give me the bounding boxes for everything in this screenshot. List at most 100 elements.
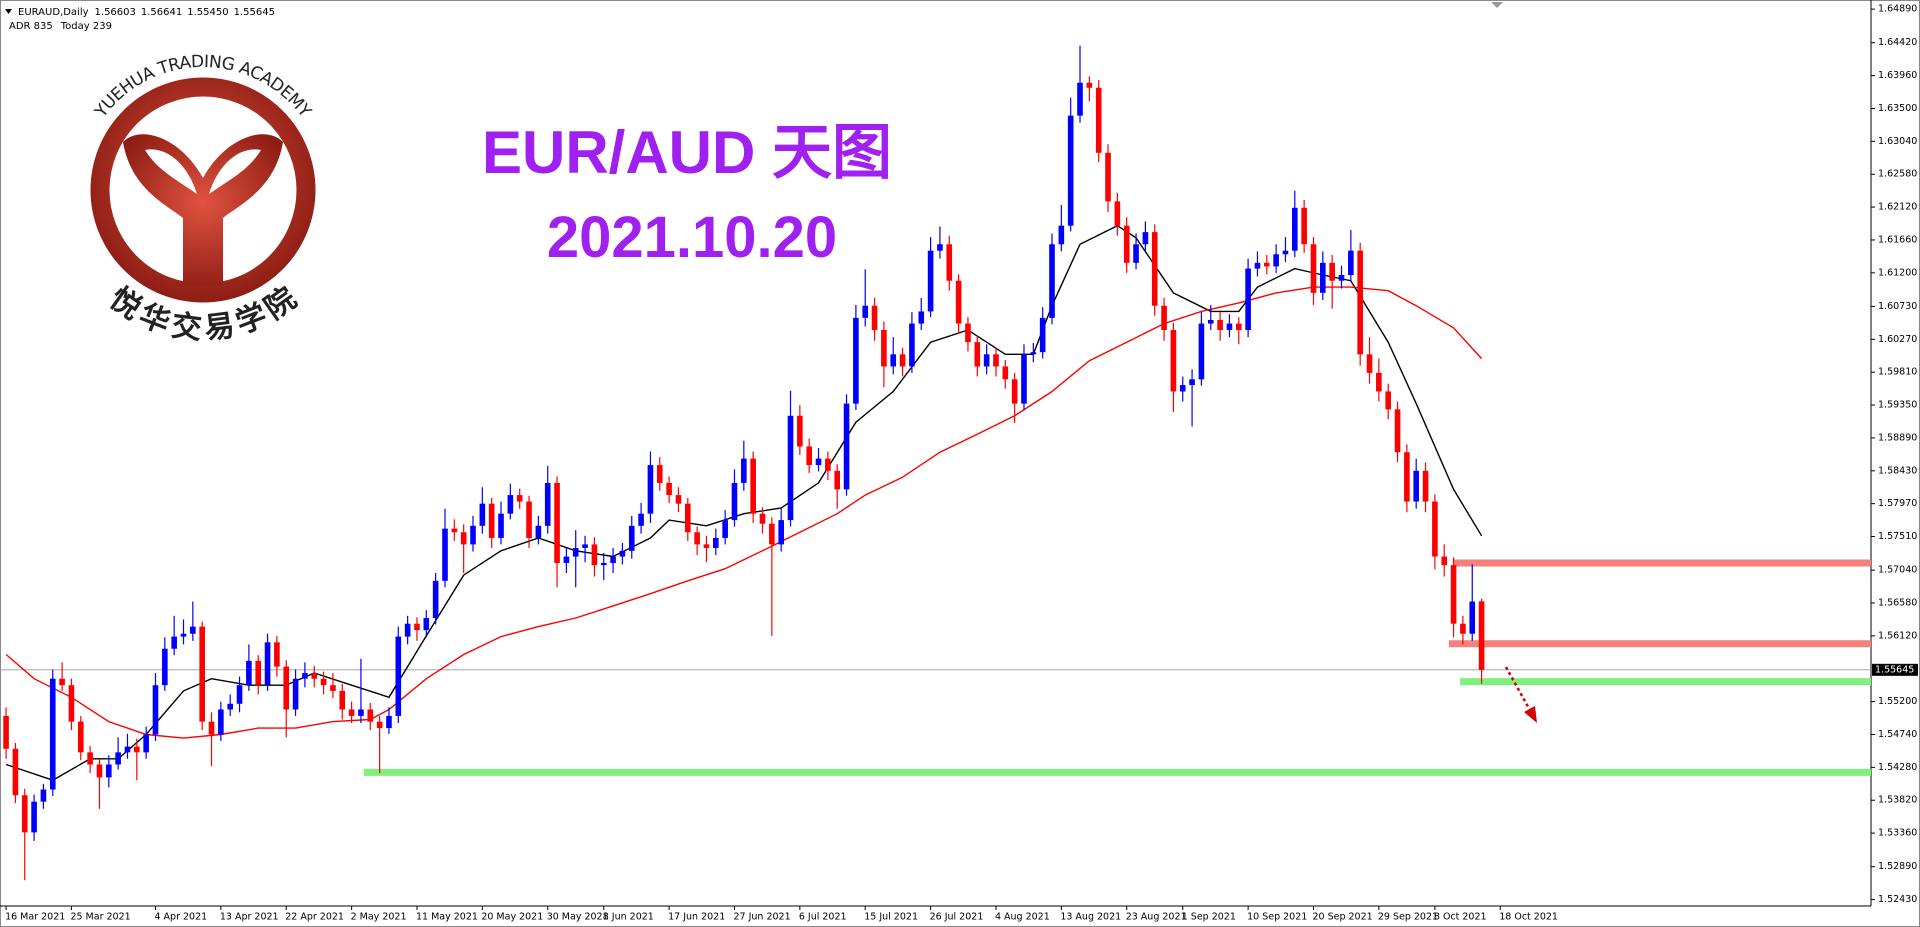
candle-body — [600, 562, 607, 566]
candle-body — [218, 709, 224, 735]
candle-body — [1095, 87, 1102, 153]
candle-body — [1058, 225, 1065, 245]
candle-body — [843, 403, 850, 490]
candle-body — [871, 305, 878, 331]
candle-body — [516, 495, 523, 502]
candle-body — [1450, 565, 1457, 624]
candle-body — [769, 523, 775, 545]
high-label: 1.56641 — [141, 7, 182, 18]
candle-body — [1469, 601, 1476, 634]
shift-marker — [1491, 2, 1503, 8]
current-price-box — [1872, 663, 1918, 676]
candle-body — [1086, 82, 1093, 88]
candle-body — [1301, 207, 1307, 245]
candle-body — [1067, 115, 1074, 226]
candle-body — [628, 525, 635, 551]
candle-body — [544, 482, 551, 526]
candle-body — [21, 795, 28, 833]
candle-body — [825, 458, 831, 471]
y-tick-label: 1.57510 — [1878, 531, 1917, 542]
x-tick-label: 2 May 2021 — [351, 912, 407, 923]
y-tick-label: 1.63040 — [1878, 136, 1917, 147]
low-label: 1.55450 — [187, 7, 228, 18]
candle-body — [1030, 352, 1037, 355]
candle-body — [292, 678, 299, 710]
x-tick-label: 4 Apr 2021 — [154, 912, 207, 923]
close-label: 1.55645 — [234, 7, 275, 18]
y-tick-label: 1.58430 — [1878, 465, 1917, 476]
candle-body — [115, 752, 121, 765]
candle-body — [1189, 379, 1195, 386]
candle-body — [152, 685, 159, 735]
candle-body — [1105, 152, 1111, 202]
candle-body — [815, 458, 822, 466]
chart-subtitle: 2021.10.20 — [547, 205, 837, 270]
candle-body — [143, 734, 149, 753]
candle-body — [759, 513, 766, 524]
y-tick-label: 1.63500 — [1878, 103, 1917, 114]
candle-body — [983, 354, 990, 367]
candle-body — [227, 703, 233, 710]
candle-body — [1357, 250, 1363, 355]
candle-body — [1049, 244, 1055, 318]
candle-body — [1133, 244, 1139, 263]
candle-body — [77, 721, 84, 753]
candle-body — [666, 482, 672, 496]
candle-body — [386, 715, 392, 729]
candle-body — [96, 764, 103, 778]
y-tick-label: 1.53360 — [1878, 828, 1917, 839]
candle-body — [311, 673, 318, 679]
candle-body — [1460, 623, 1466, 634]
candle-body — [339, 690, 346, 710]
candle-body — [190, 626, 196, 634]
x-tick-label: 13 Apr 2021 — [220, 912, 279, 923]
candle-body — [302, 673, 308, 679]
candle-body — [1422, 470, 1429, 502]
current-price-label: 1.55645 — [1875, 664, 1914, 675]
candle-body — [68, 685, 75, 722]
candle-body — [918, 311, 925, 324]
candle-body — [1021, 354, 1027, 404]
x-tick-label: 20 May 2021 — [481, 912, 543, 923]
candle-body — [199, 626, 205, 722]
candle-body — [1432, 501, 1438, 557]
candle-body — [713, 537, 719, 548]
candle-body — [909, 323, 915, 367]
candle-body — [1151, 232, 1158, 306]
x-tick-label: 23 Aug 2021 — [1126, 912, 1187, 923]
candle-body — [283, 666, 290, 710]
candle-body — [703, 544, 710, 548]
candle-body — [1245, 268, 1251, 331]
candle-body — [134, 746, 140, 753]
candle-body — [1329, 262, 1335, 281]
candle-body — [694, 532, 700, 545]
x-tick-label: 15 Jul 2021 — [864, 912, 918, 923]
menu-arrow[interactable] — [5, 9, 12, 14]
candle-body — [1292, 207, 1298, 251]
candle-body — [610, 556, 616, 563]
candle-body — [1385, 391, 1391, 410]
x-tick-label: 1 Sep 2021 — [1182, 912, 1236, 923]
annotation: ADR 835 Today 239 — [9, 21, 112, 32]
x-tick-label: 18 Oct 2021 — [1499, 912, 1558, 923]
candle-body — [488, 503, 495, 538]
candle-body — [647, 465, 654, 514]
candle-body — [432, 580, 439, 619]
candle-body — [423, 618, 430, 631]
candle-body — [582, 544, 588, 548]
y-tick-label: 1.59350 — [1878, 400, 1917, 411]
candle-body — [955, 280, 962, 324]
candle-body — [1114, 201, 1121, 226]
candle-body — [1338, 274, 1345, 281]
candle-body — [834, 470, 841, 490]
candle-body — [1376, 372, 1382, 392]
y-tick-label: 1.60270 — [1878, 334, 1917, 345]
header: EURAUD,Daily 1.56603 1.56641 1.55450 1.55645 — [18, 7, 275, 18]
x-tick-label: 26 Jul 2021 — [930, 912, 984, 923]
candle-body — [1039, 317, 1046, 353]
candle-body — [1366, 354, 1373, 373]
candle-body — [358, 709, 364, 716]
candle-body — [1310, 244, 1317, 293]
y-tick-label: 1.57970 — [1878, 498, 1917, 509]
